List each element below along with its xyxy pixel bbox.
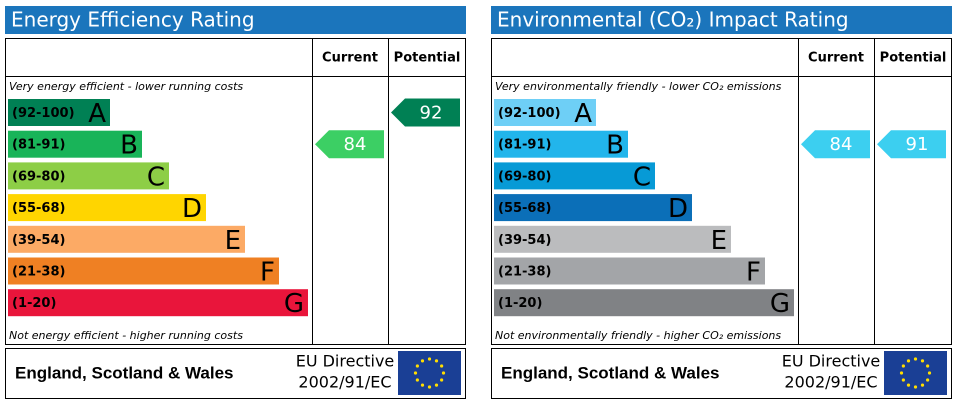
band-range: (69-80) bbox=[498, 169, 551, 184]
eu-star bbox=[926, 378, 930, 382]
band-range: (69-80) bbox=[12, 169, 65, 184]
band-letter: A bbox=[574, 99, 592, 129]
band-bar bbox=[494, 99, 596, 126]
band-range: (21-38) bbox=[12, 265, 65, 280]
band-letter: A bbox=[88, 99, 106, 129]
band-bar bbox=[8, 194, 206, 222]
band-letter: E bbox=[225, 226, 241, 256]
title-bar bbox=[5, 6, 466, 34]
eu-star bbox=[440, 364, 444, 368]
band-bar bbox=[8, 289, 308, 317]
band-bar bbox=[494, 194, 692, 222]
footer-box bbox=[491, 348, 952, 399]
band-letter: F bbox=[260, 258, 275, 288]
band-range: (21-38) bbox=[498, 265, 551, 280]
footer-box bbox=[5, 348, 466, 399]
top-note: Very energy efficient - lower running co… bbox=[9, 80, 243, 93]
band-bar bbox=[8, 225, 245, 253]
eu-star bbox=[427, 357, 432, 361]
panel-title: Energy Efficiency Rating bbox=[11, 8, 255, 32]
column-header: Potential bbox=[880, 51, 947, 66]
eu-star bbox=[434, 359, 439, 363]
eu-star bbox=[913, 385, 918, 389]
band-range: (55-68) bbox=[12, 201, 65, 216]
band-bar bbox=[494, 130, 628, 158]
rating-panel: Environmental (CO₂) Impact Rating Current… bbox=[491, 6, 952, 399]
column-header: Current bbox=[808, 51, 864, 66]
band-range: (39-54) bbox=[498, 233, 551, 248]
band-bar bbox=[494, 162, 655, 190]
directive-line: 2002/91/EC bbox=[784, 373, 877, 392]
band-letter: C bbox=[147, 162, 165, 192]
eu-star bbox=[901, 364, 905, 368]
band-bar bbox=[8, 99, 110, 126]
band-bar bbox=[8, 257, 279, 285]
band-letter: B bbox=[120, 131, 138, 161]
rating-value: 84 bbox=[830, 134, 853, 155]
eu-star bbox=[906, 359, 911, 363]
band-range: (81-91) bbox=[12, 138, 65, 153]
band-range: (81-91) bbox=[498, 138, 551, 153]
eu-star bbox=[899, 371, 904, 375]
eu-star bbox=[420, 359, 425, 363]
eu-star bbox=[906, 383, 911, 387]
column-header: Potential bbox=[394, 51, 461, 66]
eu-star bbox=[920, 383, 925, 387]
rating-arrow bbox=[315, 130, 384, 159]
directive-line: EU Directive bbox=[782, 352, 881, 371]
rating-panel: Energy Efficiency Rating Current Potential… bbox=[5, 6, 466, 399]
footer-region: England, Scotland & Wales bbox=[15, 363, 234, 382]
band-bar bbox=[494, 257, 765, 285]
eu-star bbox=[901, 378, 905, 382]
band-bar bbox=[8, 130, 142, 158]
band-range: (39-54) bbox=[12, 233, 65, 248]
title-bar bbox=[491, 6, 952, 34]
bottom-note: Not environmentally friendly - higher CO… bbox=[495, 329, 781, 342]
eu-star bbox=[415, 364, 419, 368]
rating-arrow bbox=[801, 130, 870, 159]
eu-star bbox=[415, 378, 419, 382]
directive-line: 2002/91/EC bbox=[298, 373, 391, 392]
rating-arrow bbox=[391, 98, 460, 127]
panel-title: Environmental (CO₂) Impact Rating bbox=[497, 8, 849, 32]
rating-value: 91 bbox=[906, 134, 929, 155]
eu-star bbox=[920, 359, 925, 363]
band-letter: D bbox=[182, 194, 202, 224]
eu-star bbox=[441, 371, 446, 375]
rating-value: 92 bbox=[420, 103, 443, 124]
rating-value: 84 bbox=[344, 134, 367, 155]
directive-line: EU Directive bbox=[296, 352, 395, 371]
band-letter: C bbox=[633, 162, 651, 192]
band-range: (1-20) bbox=[498, 296, 542, 311]
band-range: (55-68) bbox=[498, 201, 551, 216]
eu-star bbox=[440, 378, 444, 382]
bottom-note: Not energy efficient - higher running co… bbox=[9, 329, 243, 342]
band-letter: F bbox=[746, 258, 761, 288]
rating-arrow bbox=[877, 130, 946, 159]
band-bar bbox=[8, 162, 169, 190]
band-letter: G bbox=[770, 289, 790, 319]
band-bar bbox=[494, 225, 731, 253]
column-header: Current bbox=[322, 51, 378, 66]
top-note: Very environmentally friendly - lower CO… bbox=[495, 80, 782, 93]
eu-star bbox=[420, 383, 425, 387]
eu-star bbox=[413, 371, 418, 375]
band-letter: D bbox=[668, 194, 688, 224]
footer-region: England, Scotland & Wales bbox=[501, 363, 720, 382]
eu-star bbox=[427, 385, 432, 389]
band-range: (92-100) bbox=[12, 106, 75, 121]
band-letter: B bbox=[606, 131, 624, 161]
band-bar bbox=[494, 289, 794, 317]
band-letter: G bbox=[284, 289, 304, 319]
eu-star bbox=[926, 364, 930, 368]
eu-star bbox=[434, 383, 439, 387]
band-range: (1-20) bbox=[12, 296, 56, 311]
band-letter: E bbox=[711, 226, 727, 256]
eu-star bbox=[927, 371, 932, 375]
eu-star bbox=[913, 357, 918, 361]
band-range: (92-100) bbox=[498, 106, 561, 121]
